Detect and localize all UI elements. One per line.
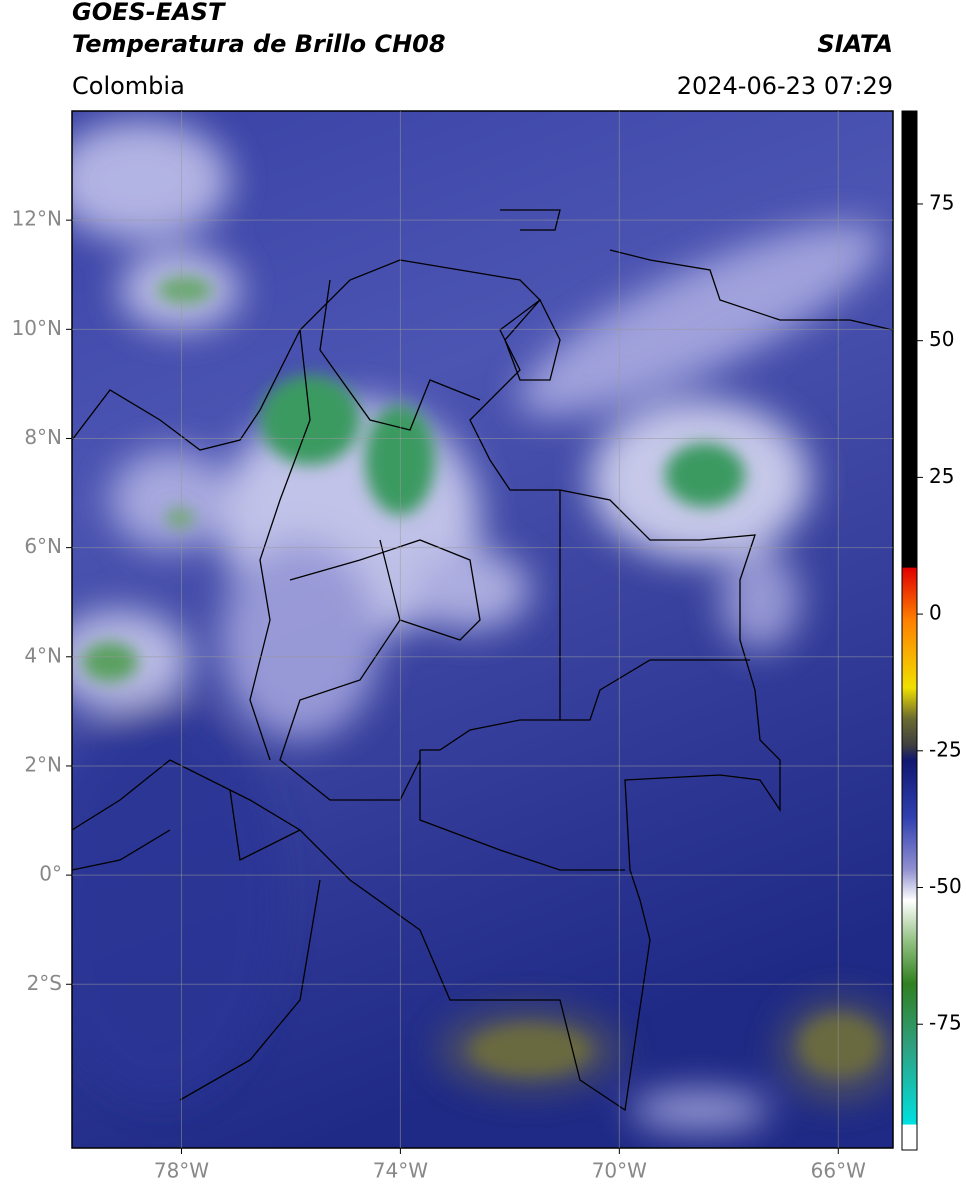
title: GOES-EAST: [72, 0, 226, 26]
x-tick-label: 74°W: [373, 1159, 428, 1183]
y-tick-label: 8°N: [24, 425, 62, 449]
colorbar-tick-label: 25: [929, 464, 954, 488]
datetime: 2024-06-23 07:29: [677, 72, 893, 100]
colorbar-tick-label: 75: [929, 190, 954, 214]
y-tick-label: 2°N: [24, 752, 62, 776]
satellite-image: [72, 111, 893, 1148]
y-tick-label: 12°N: [12, 207, 62, 231]
colorbar-tick-label: -50: [929, 874, 962, 898]
y-tick-label: 10°N: [12, 316, 62, 340]
subtitle: Temperatura de Brillo CH08: [72, 30, 446, 58]
colorbar: [901, 110, 918, 1151]
region: Colombia: [72, 72, 185, 100]
colorbar-tick-label: 0: [929, 601, 942, 625]
x-tick-label: 66°W: [811, 1159, 866, 1183]
colorbar-tick-label: -75: [929, 1011, 962, 1035]
colorbar-tick-label: 50: [929, 327, 954, 351]
y-tick-label: 0°: [39, 862, 62, 886]
x-tick-label: 70°W: [592, 1159, 647, 1183]
borders: [72, 209, 893, 1112]
map-frame: [71, 110, 894, 1149]
source: SIATA: [817, 30, 893, 58]
y-tick-label: 2°S: [27, 971, 62, 995]
x-tick-label: 78°W: [154, 1159, 209, 1183]
colorbar-tick-label: -25: [929, 737, 962, 761]
y-tick-label: 6°N: [24, 534, 62, 558]
graticule: [72, 111, 893, 1148]
y-tick-label: 4°N: [24, 643, 62, 667]
